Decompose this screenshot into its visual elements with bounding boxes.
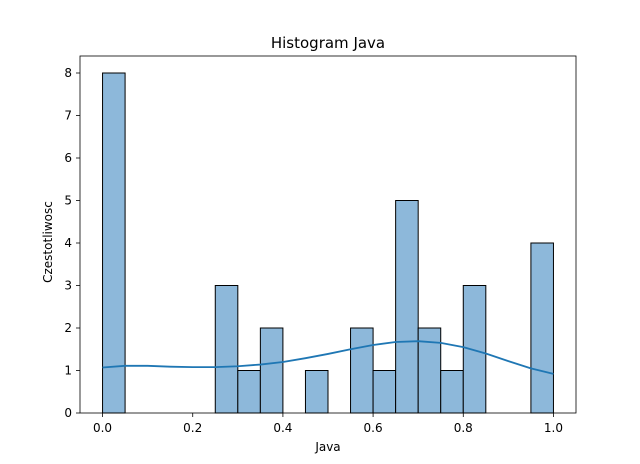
x-tick-label-0: 0.0	[93, 421, 112, 435]
y-tick-label-5: 5	[64, 194, 72, 208]
x-axis-label: Java	[314, 440, 340, 454]
bars-group	[102, 72, 554, 414]
x-tick-label-4: 0.8	[454, 421, 473, 435]
y-tick-label-3: 3	[64, 279, 72, 293]
kde-group	[102, 340, 554, 375]
histogram-bar-3	[259, 327, 284, 414]
y-tick-label-2: 2	[64, 321, 72, 335]
x-ticks-group: 0.0 0.2 0.4 0.6 0.8 1.0	[93, 413, 563, 435]
histogram-bar-1	[214, 285, 239, 414]
y-tick-label-8: 8	[64, 66, 72, 80]
y-tick-label-4: 4	[64, 236, 72, 250]
kde-line	[102, 340, 554, 375]
histogram-bar-4	[304, 370, 329, 414]
x-tick-label-3: 0.6	[364, 421, 383, 435]
y-axis-label: Czestotliwosc	[41, 201, 55, 283]
x-tick-label-5: 1.0	[544, 421, 563, 435]
y-ticks-group: 0 1 2 3 4 5 6 7 8	[64, 66, 80, 420]
x-tick-label-1: 0.2	[183, 421, 202, 435]
histogram-bar-10	[462, 285, 487, 414]
y-tick-label-1: 1	[64, 364, 72, 378]
y-tick-label-6: 6	[64, 151, 72, 165]
histogram-bar-5	[350, 327, 374, 414]
histogram-bar-0	[102, 72, 126, 414]
histogram-bar-7	[395, 200, 419, 414]
histogram-bar-11	[530, 242, 554, 414]
axes-frame	[79, 55, 577, 414]
histogram-bar-9	[440, 370, 464, 414]
histogram-bar-2	[237, 370, 261, 414]
y-tick-label-7: 7	[64, 109, 72, 123]
y-tick-label-0: 0	[64, 406, 72, 420]
chart-title: Histogram Java	[271, 34, 385, 52]
x-tick-label-2: 0.4	[273, 421, 292, 435]
histogram-bar-6	[372, 370, 397, 414]
